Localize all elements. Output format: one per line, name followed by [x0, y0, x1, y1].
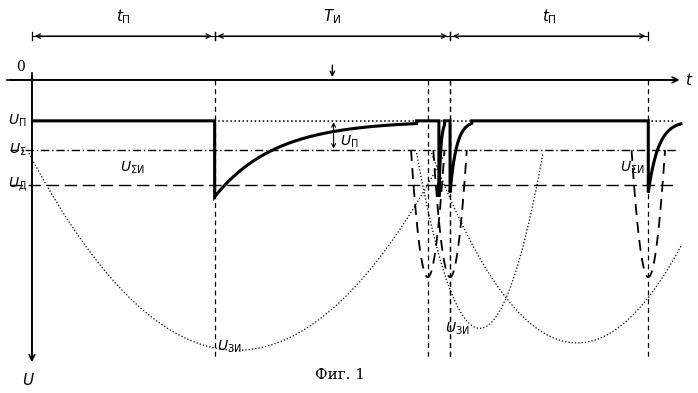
- Text: $U$: $U$: [22, 372, 35, 388]
- Text: $U_{\mathrm{ЗИ}}$: $U_{\mathrm{ЗИ}}$: [218, 338, 242, 355]
- Text: $U_\Sigma$: $U_\Sigma$: [9, 142, 27, 158]
- Text: $U_{\mathrm{ЗИ}}$: $U_{\mathrm{ЗИ}}$: [445, 321, 470, 338]
- Text: $U_\mathrm{Д}$: $U_\mathrm{Д}$: [8, 176, 27, 195]
- Text: $U_\Pi$: $U_\Pi$: [8, 113, 27, 129]
- Text: $U_\Pi$: $U_\Pi$: [340, 133, 358, 149]
- Text: $T_\mathrm{И}$: $T_\mathrm{И}$: [323, 7, 341, 26]
- Text: $t$: $t$: [685, 72, 694, 88]
- Text: $U_{\Sigma\mathrm{И}}$: $U_{\Sigma\mathrm{И}}$: [620, 160, 645, 176]
- Text: Фиг. 1: Фиг. 1: [315, 368, 365, 382]
- Text: $U_{\Sigma\mathrm{И}}$: $U_{\Sigma\mathrm{И}}$: [120, 160, 145, 176]
- Text: $t_\mathrm{\Pi}$: $t_\mathrm{\Pi}$: [542, 7, 556, 26]
- Text: $t_\mathrm{\Pi}$: $t_\mathrm{\Pi}$: [116, 7, 131, 26]
- Text: 0: 0: [16, 60, 24, 74]
